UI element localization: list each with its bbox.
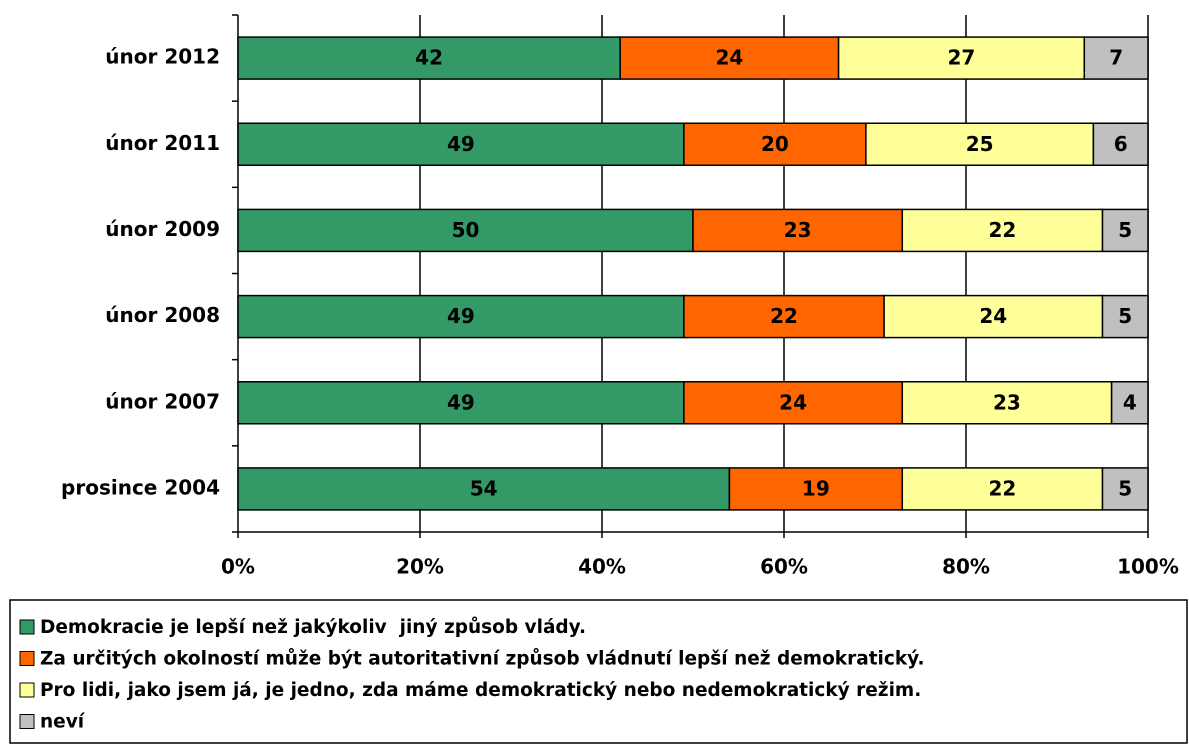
bar-segment (237, 36, 621, 80)
data-label: 27 (948, 46, 976, 70)
data-label: 42 (415, 46, 443, 70)
data-label: 23 (993, 390, 1021, 414)
bar-segment (1101, 467, 1149, 511)
x-tick-label: 80% (942, 555, 990, 579)
bar-segment (883, 294, 1104, 339)
bar-segment (901, 381, 1113, 425)
data-label: 23 (784, 218, 812, 242)
x-tick-label: 60% (760, 555, 808, 579)
data-label: 20 (761, 132, 789, 156)
bar-segment (1101, 294, 1149, 339)
bar-segment (901, 208, 1104, 253)
data-label: 49 (447, 390, 475, 414)
legend-label: Demokracie je lepší než jakýkoliv jiný z… (40, 616, 586, 638)
bar-segment (728, 467, 904, 511)
y-tick-label: prosince 2004 (61, 475, 220, 499)
bar-segment (237, 208, 694, 253)
data-label: 6 (1114, 132, 1128, 156)
bar-segment (692, 208, 904, 253)
legend-swatch (19, 714, 35, 729)
x-tick-label: 0% (221, 555, 255, 579)
data-label: 22 (770, 304, 798, 328)
y-tick-label: únor 2012 (105, 45, 220, 69)
legend-label: neví (40, 712, 86, 733)
legend-swatch (19, 651, 35, 666)
data-label: 24 (715, 46, 743, 70)
data-label: 24 (779, 390, 807, 414)
data-label: 5 (1118, 304, 1132, 328)
y-tick-label: únor 2007 (105, 389, 220, 413)
legend-label: Pro lidi, jako jsem já, je jedno, zda má… (40, 680, 921, 701)
data-label: 25 (966, 132, 994, 156)
bar-segment (237, 294, 685, 339)
data-label: 5 (1118, 218, 1132, 242)
bar-segment (865, 122, 1095, 166)
data-label: 22 (988, 476, 1016, 500)
x-tick-label: 100% (1117, 555, 1179, 579)
legend-label: Za určitých okolností může být autoritat… (40, 648, 925, 670)
bar-segment (237, 122, 685, 166)
data-label: 5 (1118, 476, 1132, 500)
bar-segment (1083, 36, 1149, 80)
bar-segment (683, 381, 904, 425)
legend-box (9, 599, 1188, 744)
legend-swatch (19, 682, 35, 698)
x-tick-label: 40% (578, 555, 626, 579)
data-label: 49 (447, 132, 475, 156)
x-tick-label: 20% (396, 555, 444, 579)
bar-segment (1101, 208, 1149, 253)
data-label: 7 (1109, 46, 1123, 70)
y-tick-label: únor 2008 (105, 303, 220, 327)
data-label: 22 (988, 218, 1016, 242)
y-tick-label: únor 2011 (105, 131, 220, 155)
data-label: 19 (802, 476, 830, 500)
legend-swatch (19, 619, 35, 635)
bar-segment (1092, 122, 1149, 166)
data-label: 24 (979, 304, 1007, 328)
data-label: 50 (452, 218, 480, 242)
bar-segment (1110, 381, 1149, 425)
bar-segment (237, 381, 685, 425)
data-label: 4 (1123, 390, 1137, 414)
bar-segment (237, 467, 731, 511)
data-label: 49 (447, 304, 475, 328)
data-label: 54 (470, 476, 498, 500)
y-tick-label: únor 2009 (105, 217, 220, 241)
bar-segment (619, 36, 840, 80)
